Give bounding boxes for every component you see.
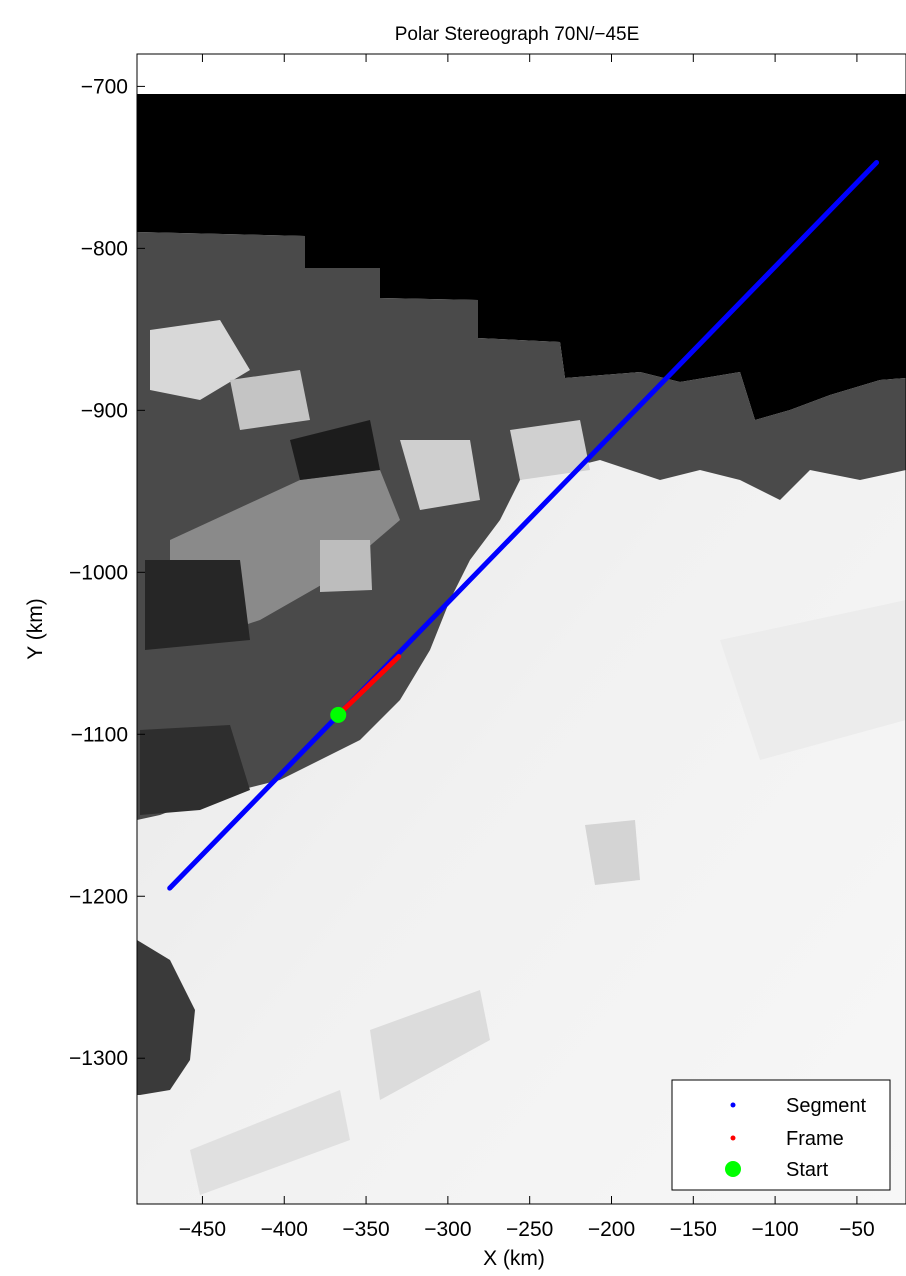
legend-label-frame: Frame xyxy=(786,1128,844,1150)
chart-title: Polar Stereograph 70N/−45E xyxy=(395,24,640,45)
y-tick-label: −1100 xyxy=(71,723,128,746)
y-tick-label: −1300 xyxy=(69,1047,128,1070)
start-point xyxy=(330,706,347,723)
y-tick-label: −800 xyxy=(81,237,128,260)
plot-area xyxy=(137,54,906,1204)
legend-label-segment: Segment xyxy=(786,1095,866,1117)
data-series-layer xyxy=(167,160,880,891)
y-tick-label: −700 xyxy=(81,75,128,98)
y-axis-title: Y (km) xyxy=(24,598,47,659)
legend-label-start: Start xyxy=(786,1159,829,1181)
axes-frame xyxy=(136,53,906,1205)
x-tick-label: −250 xyxy=(506,1218,553,1241)
legend-marker-segment xyxy=(730,1102,736,1108)
frame-track xyxy=(335,654,402,718)
x-tick-label: −300 xyxy=(424,1218,471,1241)
satellite-mosaic xyxy=(137,94,906,1204)
x-tick-label: −400 xyxy=(261,1218,308,1241)
legend-box xyxy=(671,1079,891,1191)
segment-track xyxy=(167,160,880,891)
y-tick-label: −1000 xyxy=(69,561,128,584)
x-tick-label: −50 xyxy=(839,1218,875,1241)
legend: Segment Frame Start xyxy=(671,1079,891,1191)
x-tick-label: −450 xyxy=(179,1218,226,1241)
y-tick-label: −1200 xyxy=(69,885,128,908)
x-axis-ticks: −450 −400 −350 −300 −250 −200 −150 −100 −50 xyxy=(179,54,875,1241)
x-axis-title: X (km) xyxy=(483,1247,545,1270)
x-tick-label: −200 xyxy=(588,1218,635,1241)
x-tick-label: −350 xyxy=(342,1218,389,1241)
y-axis-ticks: −700 −800 −900 −1000 −1100 −1200 −1300 xyxy=(69,75,145,1070)
x-tick-label: −150 xyxy=(670,1218,717,1241)
y-tick-label: −900 xyxy=(81,399,128,422)
legend-marker-start xyxy=(725,1161,741,1177)
legend-marker-frame xyxy=(730,1135,736,1141)
x-tick-label: −100 xyxy=(751,1218,798,1241)
